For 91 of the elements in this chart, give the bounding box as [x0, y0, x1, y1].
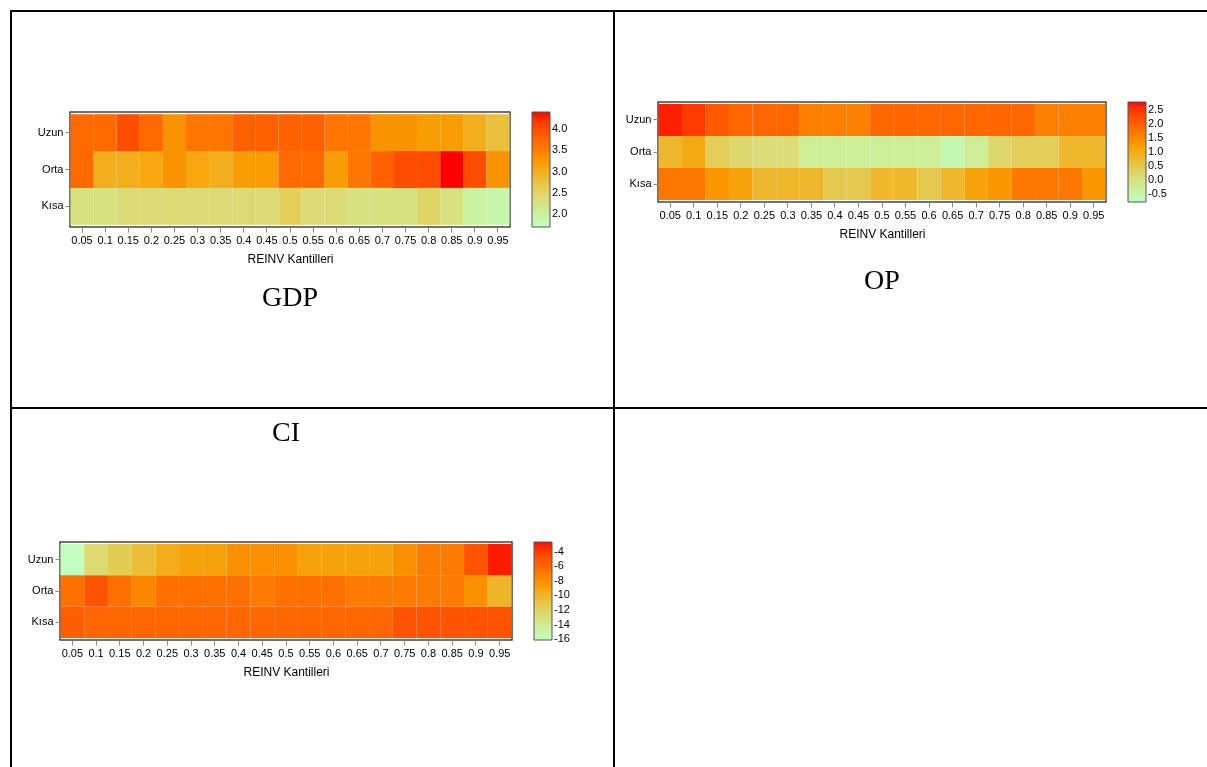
color-bar-label: 1.5 — [1148, 131, 1164, 144]
x-tick-label: 0.8 — [420, 646, 437, 659]
x-tick-label: 0.95 — [1083, 208, 1105, 221]
x-tick-label: 0.2 — [143, 233, 159, 246]
x-tick-label: 0.1 — [88, 646, 104, 659]
color-bar-label: -4 — [554, 544, 564, 557]
x-axis-title: REINV Kantilleri — [839, 226, 926, 241]
x-tick-label: 0.75 — [394, 233, 417, 246]
x-tick-label: 0.55 — [302, 233, 324, 246]
color-bar-label: 2.5 — [552, 185, 568, 198]
x-axis-title: REINV Kantilleri — [243, 664, 330, 679]
x-tick-label: 0.15 — [109, 646, 131, 659]
x-tick-label: 0.25 — [163, 233, 186, 246]
y-tick-label: Orta — [630, 145, 653, 157]
x-tick-label: 0.85 — [441, 646, 463, 659]
x-tick-label: 0.45 — [256, 233, 278, 246]
text: OP — [864, 264, 900, 295]
x-tick-label: 0.3 — [183, 646, 199, 659]
x-tick-label: 0.8 — [1015, 208, 1031, 221]
x-tick-label: 0.9 — [467, 233, 483, 246]
y-tick-label: Kısa — [629, 177, 653, 190]
x-tick-label: 0.6 — [921, 208, 937, 221]
y-tick-label: Uzun — [625, 112, 652, 125]
x-tick-label: 0.7 — [968, 208, 984, 221]
x-tick-label: 0.8 — [421, 233, 437, 246]
y-tick-label: Kısa — [41, 199, 65, 212]
x-tick-label: 0.25 — [753, 208, 776, 221]
y-tick-label: Orta — [32, 584, 55, 596]
x-tick-label: 0.15 — [117, 233, 139, 246]
color-bar-label: -6 — [554, 559, 564, 572]
y-tick-label: Uzun — [27, 552, 54, 565]
x-tick-label: 0.9 — [1062, 208, 1078, 221]
color-bar-label: -14 — [554, 617, 570, 630]
x-tick-label: 0.4 — [230, 646, 247, 659]
color-bar-label: -8 — [554, 573, 564, 586]
x-tick-label: 0.65 — [941, 208, 964, 221]
x-tick-label: 0.2 — [135, 646, 152, 659]
x-tick-label: 0.05 — [61, 646, 84, 659]
x-tick-label: 0.95 — [487, 233, 509, 246]
x-tick-label: 0.6 — [328, 233, 344, 246]
x-tick-label: 0.85 — [1035, 208, 1058, 221]
color-bar-label: -10 — [554, 588, 570, 601]
x-tick-label: 0.05 — [71, 233, 93, 246]
x-tick-label: 0.65 — [346, 646, 368, 659]
color-bar-label: 0.0 — [1148, 172, 1164, 185]
x-tick-label: 0.35 — [209, 233, 232, 246]
x-tick-label: 0.4 — [827, 208, 843, 221]
x-tick-label: 0.75 — [393, 646, 416, 659]
x-tick-label: 0.1 — [686, 208, 702, 221]
x-tick-label: 0.45 — [251, 646, 273, 659]
y-tick-label: Uzun — [37, 125, 64, 138]
color-bar-label: -12 — [554, 603, 570, 616]
color-bar-label: 1.0 — [1148, 145, 1164, 157]
x-tick-label: 0.75 — [988, 208, 1011, 221]
color-bar-label: 2.5 — [1148, 103, 1164, 116]
color-bar-label: -16 — [554, 632, 570, 645]
x-tick-label: 0.35 — [204, 646, 226, 659]
x-tick-label: 0.3 — [780, 208, 796, 221]
color-bar-label: 3.5 — [552, 143, 568, 156]
x-tick-label: 0.5 — [874, 208, 890, 221]
x-tick-label: 0.05 — [659, 208, 681, 221]
x-tick-label: 0.25 — [156, 646, 179, 659]
color-bar-label: 2.0 — [552, 207, 568, 220]
color-bar-label: 4.0 — [552, 122, 568, 135]
x-tick-label: 0.5 — [278, 646, 294, 659]
x-tick-label: 0.3 — [189, 233, 206, 246]
chart-title: CI — [272, 416, 300, 447]
text: GDP — [261, 281, 319, 312]
x-tick-label: 0.1 — [97, 233, 113, 246]
color-bar-label: -0.5 — [1148, 186, 1167, 199]
color-bar-label: 3.0 — [552, 164, 568, 177]
x-tick-label: 0.2 — [733, 208, 749, 221]
x-tick-label: 0.35 — [800, 208, 823, 221]
x-tick-label: 0.95 — [488, 646, 511, 659]
color-bar-label: 2.0 — [1148, 117, 1164, 130]
y-tick-label: Orta — [42, 162, 65, 175]
x-tick-label: 0.4 — [236, 233, 252, 246]
x-tick-label: 0.65 — [348, 233, 371, 246]
x-axis-title: REINV Kantilleri — [247, 251, 334, 266]
x-tick-label: 0.15 — [706, 208, 729, 221]
x-tick-label: 0.7 — [374, 233, 391, 246]
x-tick-label: 0.7 — [373, 646, 389, 659]
x-tick-label: 0.6 — [325, 646, 342, 659]
color-bar-label: 0.5 — [1148, 158, 1164, 171]
y-tick-label: Kısa — [31, 615, 55, 628]
x-tick-label: 0.9 — [468, 646, 484, 659]
x-tick-label: 0.55 — [894, 208, 917, 221]
x-tick-label: 0.55 — [299, 646, 321, 659]
x-tick-label: 0.85 — [441, 233, 463, 246]
x-tick-label: 0.5 — [282, 233, 298, 246]
x-tick-label: 0.45 — [847, 208, 870, 221]
